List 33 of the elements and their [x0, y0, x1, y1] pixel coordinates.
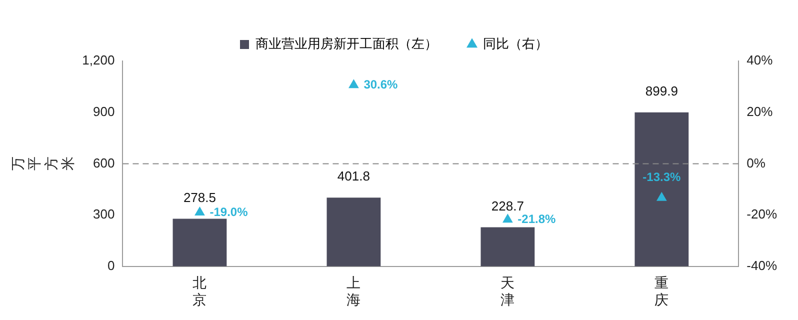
x-tick-label: 上海 — [346, 274, 361, 308]
data-label: 278.5 — [183, 190, 216, 205]
bar — [326, 198, 381, 266]
data-label: 899.9 — [645, 83, 678, 98]
legend-label: 同比（右） — [483, 36, 548, 52]
y-tick-label: 0 — [107, 258, 115, 273]
data-label: 30.6% — [364, 77, 398, 92]
legend-label: 商业营业用房新开工面积（左） — [256, 36, 438, 52]
data-label: -13.3% — [642, 170, 681, 184]
x-tick-label: 北京 — [192, 274, 207, 308]
point — [502, 214, 513, 223]
y-axis-title: 万平方米 — [9, 156, 76, 171]
data-label: 401.8 — [337, 168, 370, 184]
x-tick-label: 重庆 — [654, 274, 669, 308]
y2-tick-label: 40% — [746, 52, 774, 68]
y-tick-label: 900 — [93, 104, 115, 119]
y2-tick-label: 0% — [746, 155, 766, 170]
data-label: -21.8% — [518, 212, 556, 226]
y-tick-label: 1,200 — [82, 52, 115, 68]
bar — [634, 112, 689, 266]
bar — [480, 227, 535, 266]
y2-tick-label: 20% — [746, 104, 774, 119]
y-tick-label: 600 — [93, 155, 115, 170]
x-tick-label: 天津 — [500, 274, 515, 308]
point — [194, 206, 205, 216]
y-tick-label: 300 — [93, 206, 115, 222]
data-label: -19.0% — [210, 204, 248, 219]
bar — [172, 218, 227, 266]
point — [348, 80, 359, 88]
data-label: 228.7 — [491, 198, 524, 214]
y2-tick-label: -20% — [746, 206, 778, 222]
y2-tick-label: -40% — [746, 258, 778, 273]
point — [656, 192, 666, 201]
